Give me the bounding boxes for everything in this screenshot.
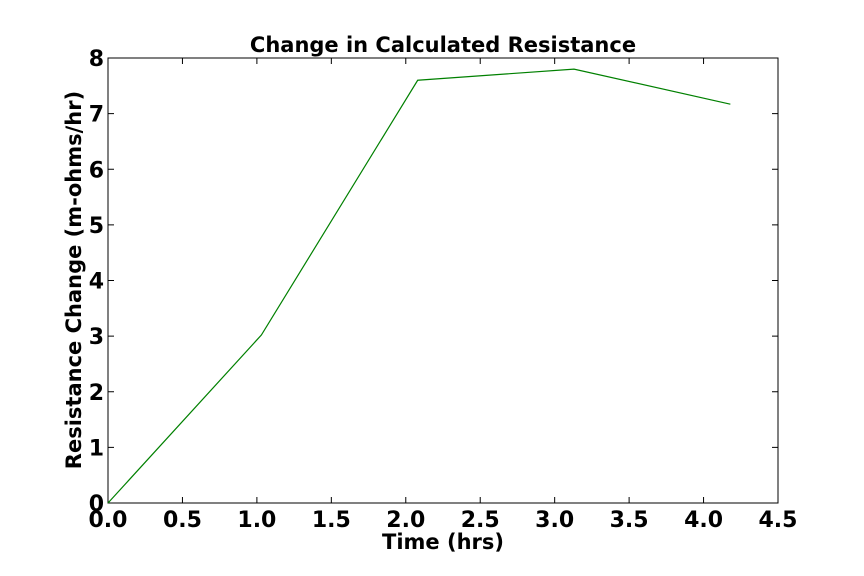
y-axis-label: Resistance Change (m-ohms/hr)	[62, 91, 86, 469]
x-tick-label: 3.0	[535, 508, 574, 533]
y-tick-label: 1	[89, 436, 104, 461]
y-tick-label: 5	[89, 214, 104, 239]
y-tick-label: 7	[89, 103, 104, 128]
x-tick-label: 0.5	[163, 508, 202, 533]
y-axis-ticks: 0 1 2 3 4 5 6 7 8	[89, 47, 778, 517]
x-tick-label: 4.5	[759, 508, 798, 533]
x-axis-label: Time (hrs)	[382, 530, 504, 554]
x-tick-label: 1.5	[312, 508, 351, 533]
y-tick-label: 2	[89, 381, 104, 406]
chart-title: Change in Calculated Resistance	[250, 33, 636, 57]
y-tick-label: 8	[89, 47, 104, 72]
x-axis-ticks: 0.0 0.5 1.0 1.5 2.0 2.5 3.0 3.5 4.0 4.5	[89, 58, 798, 533]
x-tick-label: 3.5	[610, 508, 649, 533]
y-tick-label: 3	[89, 325, 104, 350]
y-tick-label: 4	[89, 270, 104, 295]
y-tick-label: 6	[89, 158, 104, 183]
series-layer	[107, 68, 731, 504]
x-tick-label: 4.0	[684, 508, 723, 533]
x-tick-label: 2.5	[461, 508, 500, 533]
x-tick-label: 2.0	[386, 508, 425, 533]
x-tick-label: 1.0	[237, 508, 276, 533]
x-tick-label: 0.0	[89, 508, 128, 533]
series-line	[107, 68, 731, 504]
y-tick-label: 0	[89, 492, 104, 517]
